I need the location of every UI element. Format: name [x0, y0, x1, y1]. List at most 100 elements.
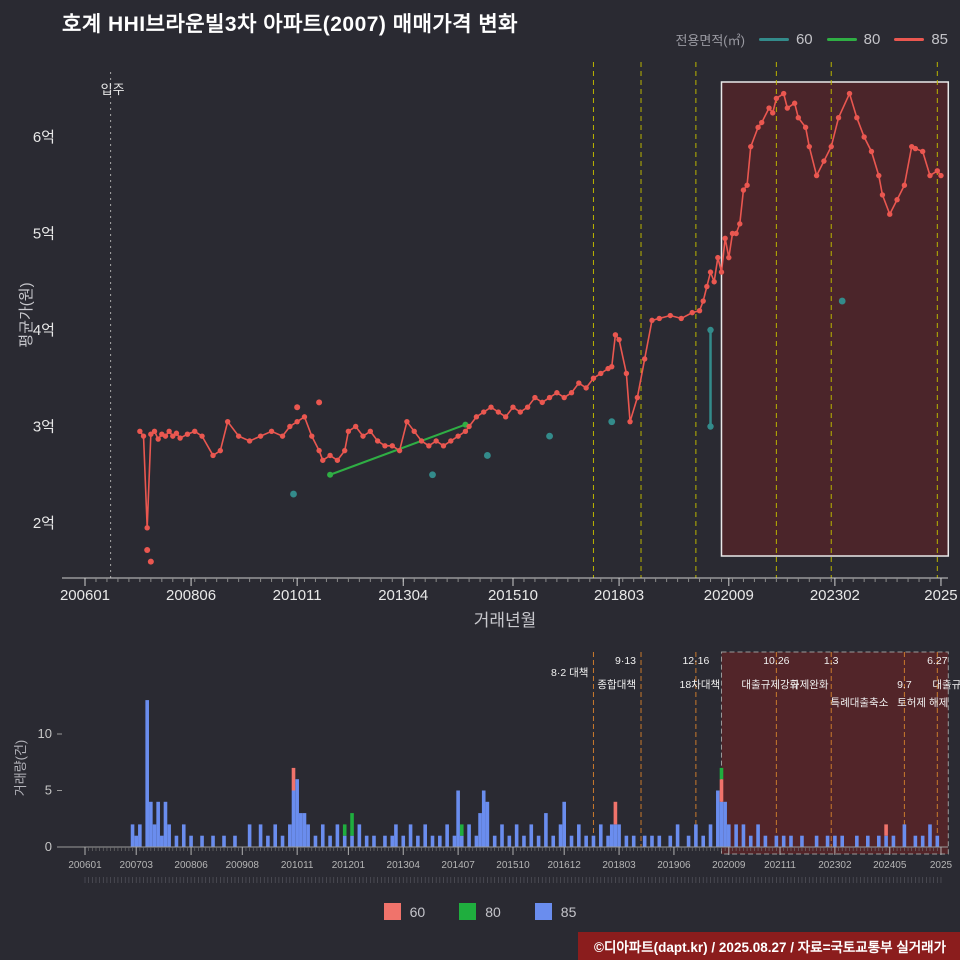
price-point-85[interactable] [828, 143, 834, 150]
volume-bar-85[interactable] [357, 824, 362, 847]
volume-bar-85[interactable] [167, 824, 171, 847]
price-point-60[interactable] [429, 471, 436, 479]
volume-bar-85[interactable] [708, 824, 713, 847]
volume-bar-85[interactable] [313, 835, 318, 847]
price-point-85[interactable] [835, 115, 842, 121]
price-point-85[interactable] [704, 283, 710, 290]
price-point-85[interactable] [598, 370, 604, 377]
volume-bar-85[interactable] [138, 824, 142, 847]
price-point-85[interactable] [876, 172, 882, 179]
volume-bar-85[interactable] [913, 835, 918, 847]
price-point-85[interactable] [784, 105, 791, 111]
price-point-85[interactable] [748, 143, 754, 150]
volume-bar-85[interactable] [741, 824, 746, 847]
price-point-85[interactable] [257, 433, 264, 439]
volume-bar-85[interactable] [613, 824, 618, 847]
volume-bar-85[interactable] [394, 824, 398, 847]
price-point-85[interactable] [334, 457, 341, 463]
price-point-85[interactable] [411, 428, 417, 435]
volume-legend-item-80[interactable]: 80 [459, 903, 501, 920]
volume-bar-85[interactable] [657, 835, 662, 847]
volume-bar-85[interactable] [756, 824, 760, 847]
volume-bar-85[interactable] [781, 835, 786, 847]
price-point-85[interactable] [539, 399, 545, 406]
volume-bar-85[interactable] [299, 813, 303, 847]
volume-legend-item-60[interactable]: 60 [383, 903, 425, 920]
volume-bar-85[interactable] [181, 824, 186, 847]
volume-bar-85[interactable] [390, 835, 395, 847]
volume-bar-85[interactable] [719, 801, 724, 847]
price-point-85[interactable] [861, 134, 867, 140]
volume-bar-85[interactable] [258, 824, 263, 847]
price-point-85[interactable] [795, 115, 802, 121]
volume-bar-60[interactable] [719, 779, 724, 802]
volume-bar-85[interactable] [156, 801, 160, 847]
volume-bar-85[interactable] [920, 835, 925, 847]
price-point-85[interactable] [448, 438, 454, 444]
price-point-85[interactable] [718, 269, 725, 275]
volume-bar-85[interactable] [222, 835, 226, 847]
price-point-85[interactable] [481, 409, 487, 415]
price-point-85[interactable] [396, 447, 403, 454]
price-point-85[interactable] [791, 100, 798, 106]
price-point-85[interactable] [455, 433, 461, 439]
price-point-85[interactable] [316, 399, 323, 406]
price-point-85[interactable] [561, 394, 567, 401]
volume-bar-85[interactable] [598, 824, 603, 847]
price-point-85[interactable] [919, 148, 926, 155]
price-point-85[interactable] [927, 172, 933, 179]
price-point-85[interactable] [740, 187, 747, 193]
price-point-85[interactable] [279, 433, 286, 439]
price-point-85[interactable] [224, 418, 231, 425]
volume-bar-85[interactable] [288, 824, 292, 847]
volume-bar-85[interactable] [320, 824, 325, 847]
volume-bar-85[interactable] [514, 824, 519, 847]
volume-bar-85[interactable] [149, 801, 153, 847]
volume-bar-85[interactable] [130, 824, 135, 847]
price-point-60[interactable] [290, 490, 297, 498]
volume-bar-85[interactable] [529, 824, 534, 847]
volume-bar-85[interactable] [423, 824, 427, 847]
volume-bar-60[interactable] [613, 801, 618, 825]
volume-bar-85[interactable] [160, 835, 164, 847]
price-point-85[interactable] [345, 428, 352, 435]
price-point-85[interactable] [294, 404, 301, 411]
price-point-85[interactable] [495, 409, 502, 415]
price-point-85[interactable] [155, 436, 161, 442]
price-point-85[interactable] [759, 119, 765, 126]
volume-bar-85[interactable] [716, 790, 720, 848]
price-point-85[interactable] [590, 375, 597, 381]
price-point-85[interactable] [627, 418, 633, 425]
price-point-85[interactable] [246, 438, 253, 444]
price-point-85[interactable] [576, 380, 582, 386]
price-point-60[interactable] [707, 423, 714, 430]
price-point-85[interactable] [309, 433, 315, 439]
price-point-85[interactable] [623, 370, 630, 377]
volume-bar-85[interactable] [606, 835, 610, 847]
price-point-85[interactable] [374, 438, 381, 444]
price-point-85[interactable] [510, 404, 516, 410]
price-point-85[interactable] [934, 168, 941, 174]
price-point-85[interactable] [726, 254, 732, 261]
price-point-85[interactable] [151, 428, 158, 435]
price-point-85[interactable] [733, 230, 739, 237]
price-point-85[interactable] [806, 143, 812, 150]
price-point-85[interactable] [301, 414, 308, 420]
volume-bar-85[interactable] [302, 813, 307, 847]
volume-bar-85[interactable] [551, 835, 556, 847]
price-point-85[interactable] [766, 105, 772, 111]
price-point-85[interactable] [744, 182, 750, 188]
price-point-85[interactable] [287, 423, 293, 430]
volume-bar-85[interactable] [562, 801, 566, 847]
price-point-85[interactable] [426, 443, 432, 449]
volume-bar-85[interactable] [492, 835, 497, 847]
price-point-85[interactable] [294, 418, 300, 425]
price-point-60[interactable] [838, 297, 846, 305]
volume-bar-85[interactable] [372, 835, 376, 847]
volume-bar-85[interactable] [401, 835, 406, 847]
price-point-85[interactable] [342, 447, 348, 454]
price-point-85[interactable] [770, 110, 776, 116]
price-point-85[interactable] [667, 312, 673, 319]
volume-bar-85[interactable] [280, 835, 285, 847]
